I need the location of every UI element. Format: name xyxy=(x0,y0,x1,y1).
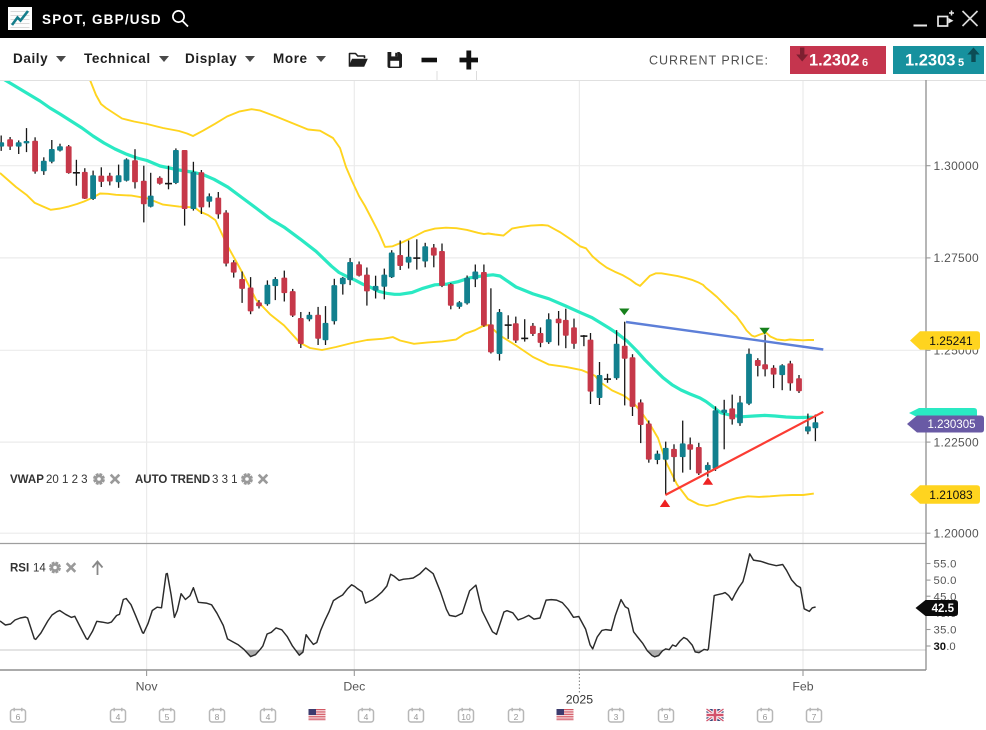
svg-text:4: 4 xyxy=(414,712,419,722)
svg-text:5: 5 xyxy=(958,57,964,69)
svg-text:50.0: 50.0 xyxy=(934,575,957,587)
svg-text:1.22500: 1.22500 xyxy=(934,435,980,449)
svg-text:4: 4 xyxy=(116,712,121,722)
svg-text:10: 10 xyxy=(461,712,471,722)
svg-text:AUTO TREND: AUTO TREND xyxy=(135,474,210,486)
svg-text:.0: .0 xyxy=(946,641,955,653)
svg-text:Feb: Feb xyxy=(792,680,813,694)
svg-text:1.20000: 1.20000 xyxy=(934,527,980,541)
svg-text:Dec: Dec xyxy=(343,680,365,694)
svg-text:30: 30 xyxy=(934,641,947,653)
svg-text:1.2303: 1.2303 xyxy=(905,52,955,70)
svg-text:20 1 2 3: 20 1 2 3 xyxy=(46,474,88,486)
svg-text:CURRENT PRICE:: CURRENT PRICE: xyxy=(649,54,769,68)
svg-text:3: 3 xyxy=(614,712,619,722)
svg-text:5: 5 xyxy=(165,712,170,722)
svg-text:7: 7 xyxy=(812,712,817,722)
svg-text:4: 4 xyxy=(266,712,271,722)
svg-text:6: 6 xyxy=(763,712,768,722)
svg-text:2: 2 xyxy=(514,712,519,722)
svg-text:9: 9 xyxy=(664,712,669,722)
svg-text:1.27500: 1.27500 xyxy=(934,251,980,265)
svg-text:14: 14 xyxy=(33,563,46,575)
svg-text:1.21083: 1.21083 xyxy=(929,488,973,502)
svg-text:1.2302: 1.2302 xyxy=(809,52,859,70)
svg-text:1.25241: 1.25241 xyxy=(929,334,973,348)
svg-text:RSI: RSI xyxy=(10,563,29,575)
svg-text:35.0: 35.0 xyxy=(934,625,957,637)
svg-text:42.5: 42.5 xyxy=(932,603,955,615)
svg-text:6: 6 xyxy=(16,712,21,722)
svg-text:55.0: 55.0 xyxy=(934,559,957,571)
svg-text:3 3 1: 3 3 1 xyxy=(212,474,238,486)
svg-text:Nov: Nov xyxy=(136,680,159,694)
svg-text:1.30000: 1.30000 xyxy=(934,159,980,173)
svg-text:VWAP: VWAP xyxy=(10,474,44,486)
svg-text:8: 8 xyxy=(215,712,220,722)
svg-text:4: 4 xyxy=(364,712,369,722)
svg-text:1.230305: 1.230305 xyxy=(928,419,976,431)
svg-text:2025: 2025 xyxy=(566,693,594,707)
svg-text:6: 6 xyxy=(862,57,868,69)
